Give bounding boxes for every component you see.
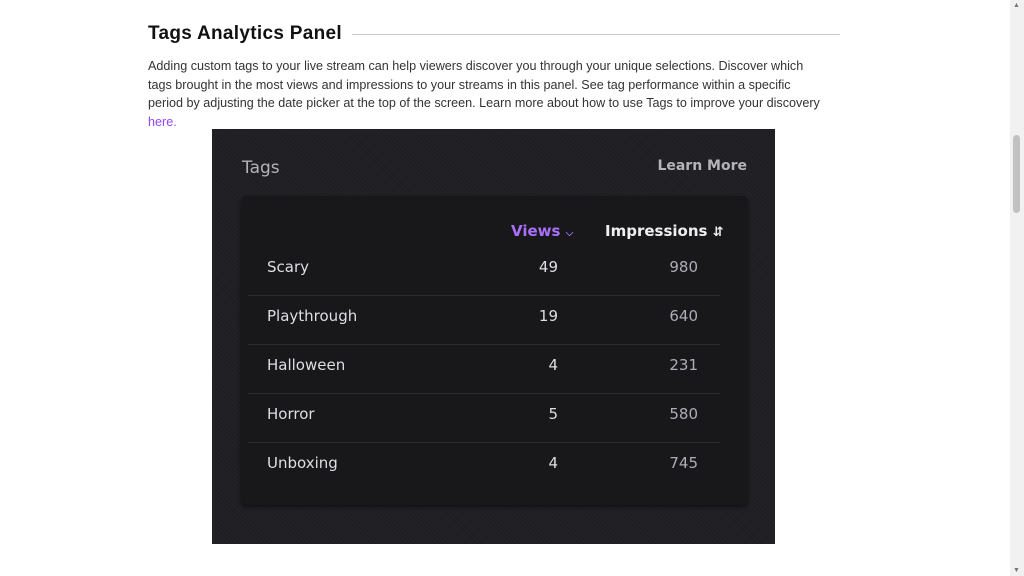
views-column-header[interactable]: Views ⌵: [511, 222, 573, 240]
tag-name: Playthrough: [267, 307, 358, 325]
tags-panel-screenshot: Tags Learn More Views ⌵ Impressions ⇵ Sc…: [212, 129, 775, 544]
impressions-value: 640: [669, 307, 698, 325]
tag-name: Horror: [267, 405, 315, 423]
impressions-value: 980: [669, 258, 698, 276]
scroll-down-icon[interactable]: ▼: [1013, 567, 1020, 574]
tag-name: Unboxing: [267, 454, 338, 472]
impressions-value: 580: [669, 405, 698, 423]
impressions-column-header[interactable]: Impressions ⇵: [605, 222, 724, 240]
views-value: 4: [548, 356, 558, 374]
section-title: Tags Analytics Panel: [148, 23, 342, 44]
tag-name: Scary: [267, 258, 310, 276]
chevron-down-icon: ⌵: [565, 228, 574, 239]
scrollbar-thumb[interactable]: [1013, 135, 1020, 213]
views-value: 5: [548, 405, 558, 423]
views-value: 49: [538, 258, 558, 276]
scroll-up-icon[interactable]: ▲: [1013, 2, 1020, 9]
table-row: Horror 5 580: [248, 393, 720, 443]
here-link[interactable]: here.: [148, 114, 177, 129]
table-row: Scary 49 980: [248, 246, 720, 296]
impressions-value: 745: [669, 454, 698, 472]
table-row: Halloween 4 231: [248, 344, 720, 394]
panel-title: Tags: [242, 158, 280, 178]
tags-table: Views ⌵ Impressions ⇵ Scary 49 980 Playthro…: [241, 196, 748, 505]
impressions-value: 231: [669, 356, 698, 374]
description-text: Adding custom tags to your live stream c…: [148, 59, 820, 110]
table-row: Unboxing 4 745: [248, 442, 720, 491]
section-header: Tags Analytics Panel: [148, 20, 840, 48]
learn-more-link[interactable]: Learn More: [657, 158, 747, 174]
views-value: 19: [538, 307, 558, 325]
section-description: Adding custom tags to your live stream c…: [148, 57, 828, 131]
impressions-header-label: Impressions: [605, 222, 708, 240]
tag-name: Halloween: [267, 356, 346, 374]
views-header-label: Views: [511, 222, 561, 240]
table-row: Playthrough 19 640: [248, 295, 720, 345]
scrollbar[interactable]: ▲ ▼: [1010, 0, 1024, 576]
views-value: 4: [548, 454, 558, 472]
sort-icon: ⇵: [712, 225, 724, 240]
title-divider: [351, 33, 840, 35]
